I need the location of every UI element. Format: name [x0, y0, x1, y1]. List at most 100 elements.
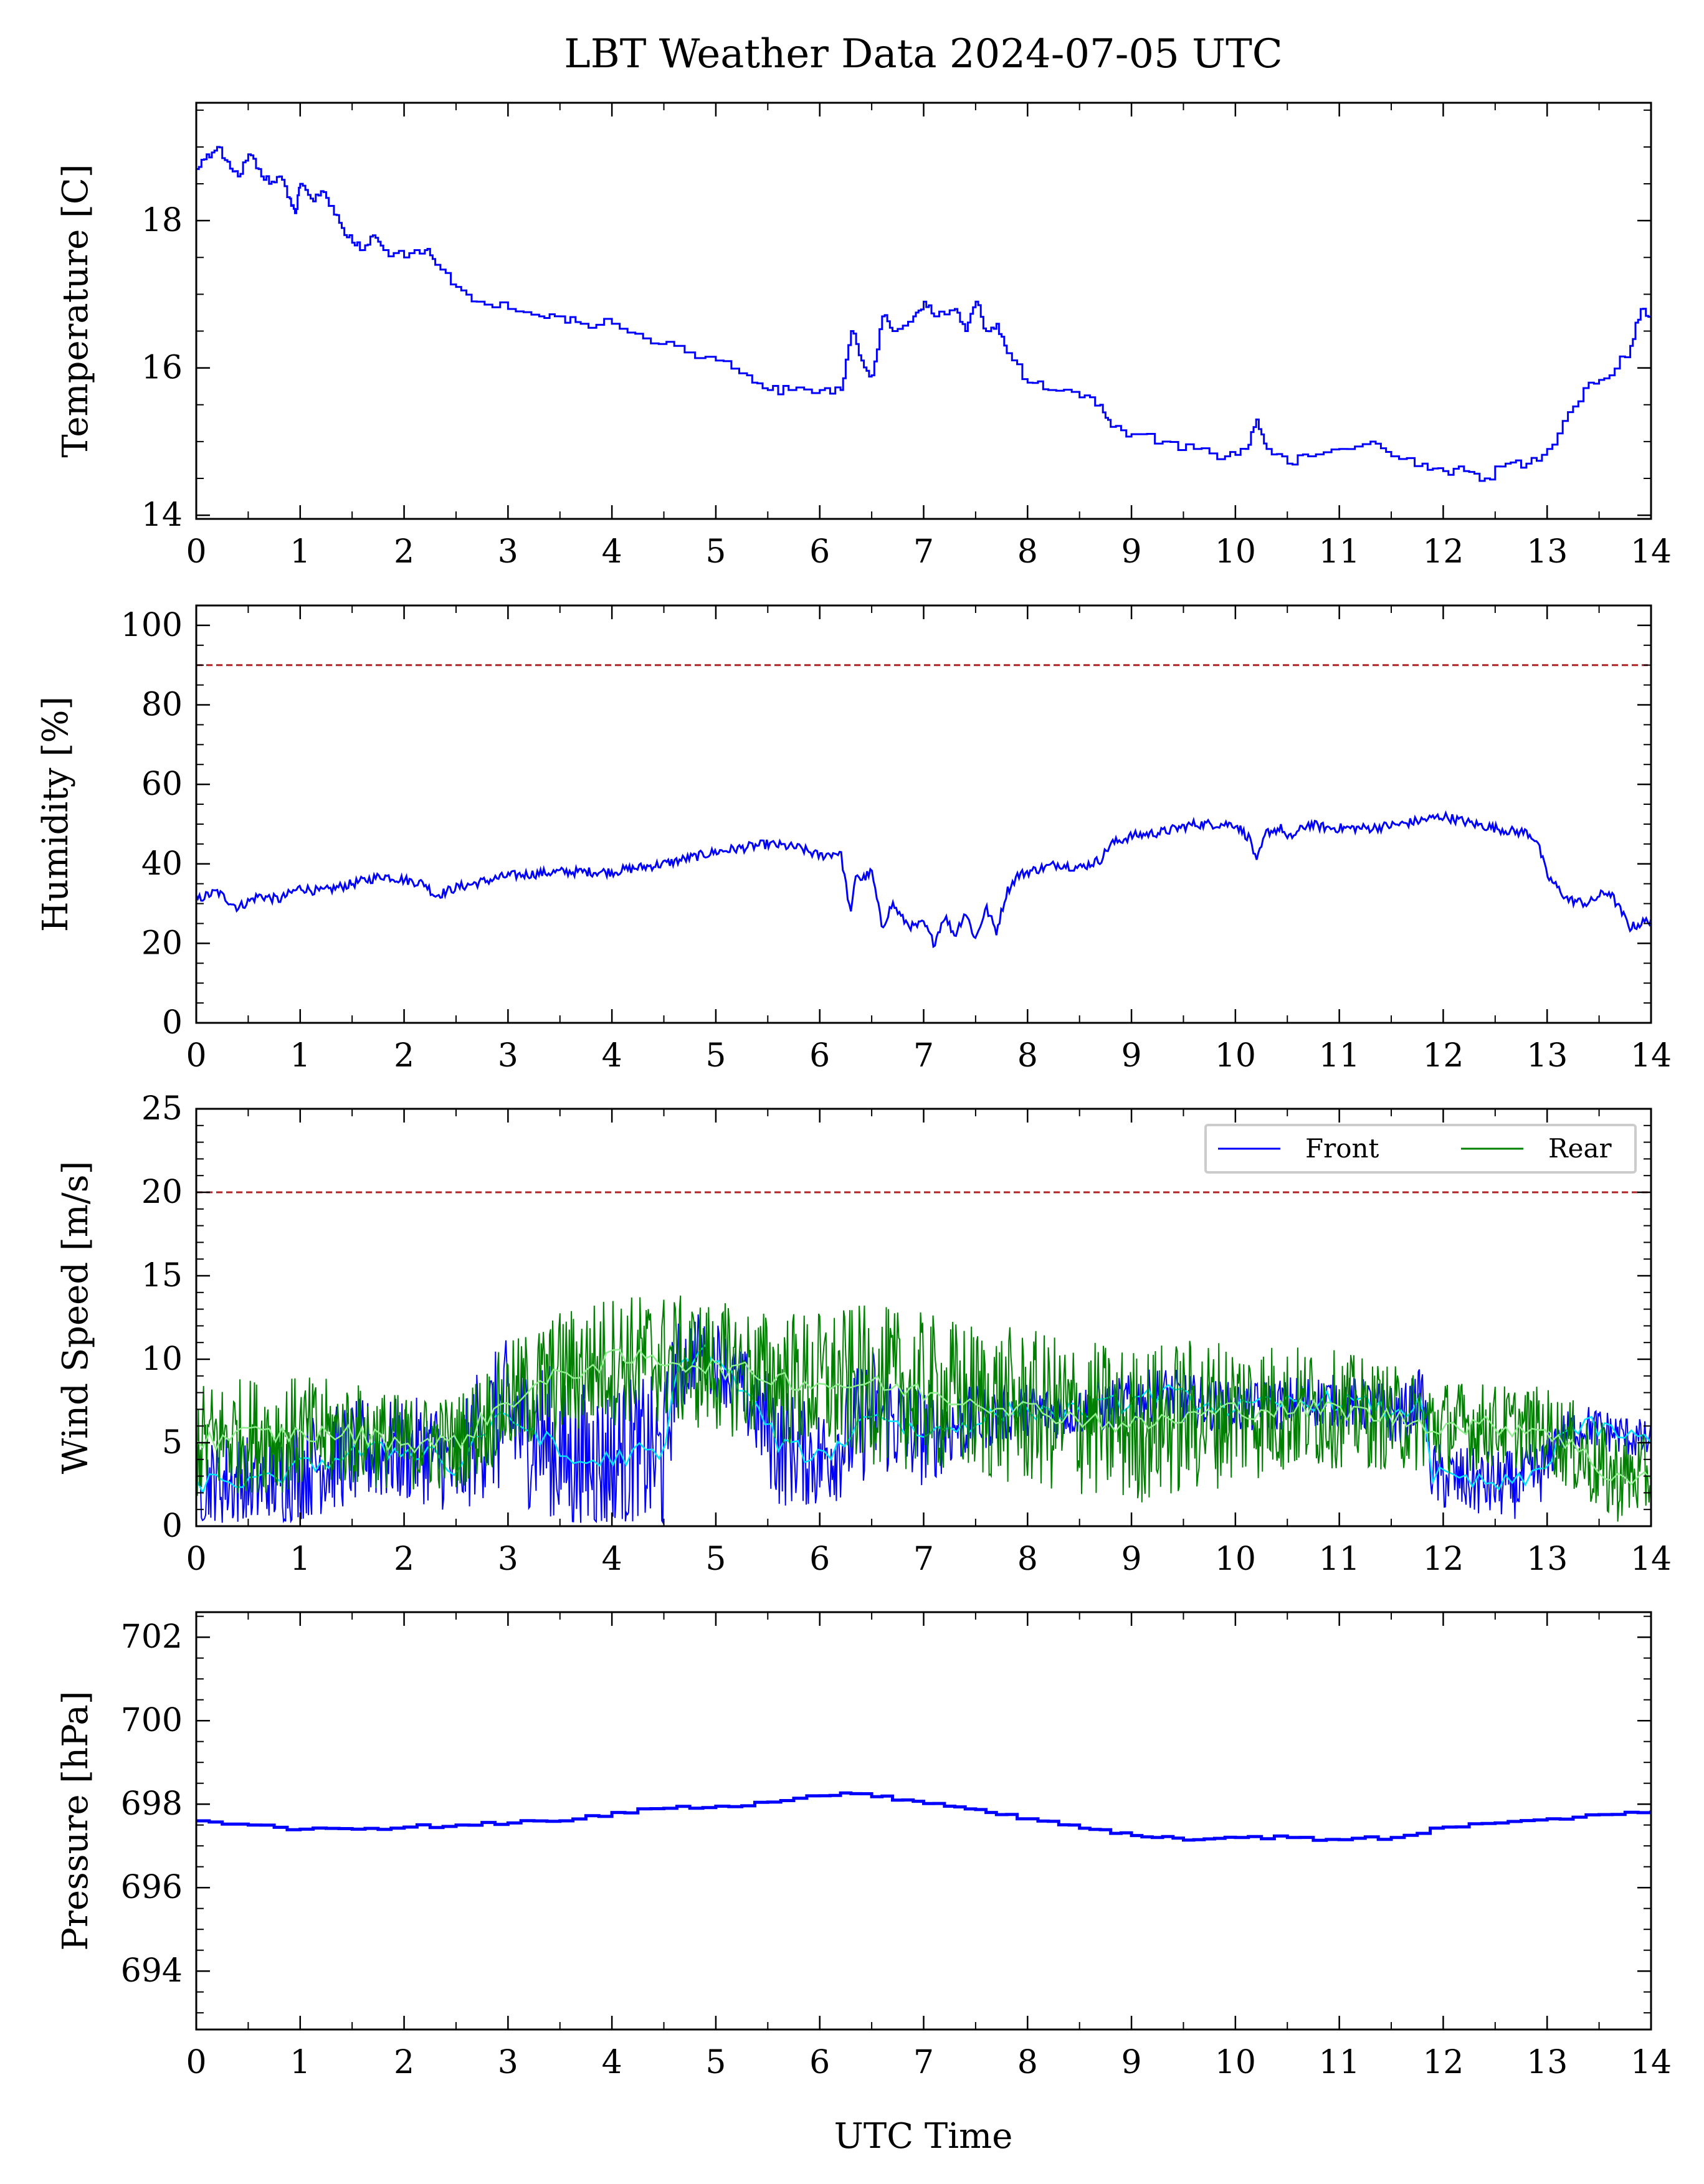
- x-tick-label: 6: [809, 533, 830, 571]
- series-group: [196, 1791, 1651, 1842]
- x-tick-label: 7: [913, 2044, 934, 2081]
- plot-frame: [195, 1611, 1652, 2031]
- x-tick-label: 1: [290, 533, 310, 571]
- y-axis-label: Temperature [C]: [55, 164, 96, 457]
- x-tick-label: 11: [1319, 1037, 1360, 1075]
- x-tick-label: 10: [1215, 1037, 1256, 1075]
- x-tick-label: 14: [1630, 1037, 1672, 1075]
- x-tick-label: 1: [290, 1541, 310, 1578]
- y-tick-label: 80: [141, 686, 183, 724]
- y-tick-label: 60: [141, 766, 183, 803]
- x-tick-label: 5: [705, 1541, 726, 1578]
- y-tick-label: 15: [141, 1257, 183, 1294]
- x-tick-label: 12: [1422, 2044, 1464, 2081]
- series-rear-line: [196, 1295, 1651, 1522]
- y-tick-label: 694: [121, 1952, 183, 1990]
- x-tick-label: 13: [1526, 1541, 1568, 1578]
- series-rear-smooth: [196, 1349, 1651, 1486]
- x-axis-label: UTC Time: [834, 2116, 1013, 2157]
- x-tick-label: 3: [498, 2044, 518, 2081]
- x-tick-label: 7: [913, 1037, 934, 1075]
- series-group: [196, 146, 1651, 482]
- x-tick-label: 3: [498, 1541, 518, 1578]
- x-tick-label: 12: [1422, 533, 1464, 571]
- x-tick-label: 0: [186, 2044, 206, 2081]
- x-tick-label: 13: [1526, 533, 1568, 571]
- y-tick-label: 14: [141, 496, 183, 534]
- x-tick-label: 12: [1422, 1037, 1464, 1075]
- y-tick-label: 10: [141, 1341, 183, 1378]
- x-tick-label: 10: [1215, 2044, 1256, 2081]
- x-tick-label: 10: [1215, 533, 1256, 571]
- y-tick-label: 698: [121, 1785, 183, 1823]
- y-tick-label: 40: [141, 845, 183, 883]
- x-tick-label: 3: [498, 533, 518, 571]
- x-tick-label: 8: [1017, 533, 1038, 571]
- series-group: [196, 810, 1651, 949]
- x-tick-label: 11: [1319, 533, 1360, 571]
- x-tick-label: 6: [809, 2044, 830, 2081]
- series-front-line: [196, 1314, 1651, 1525]
- x-tick-label: 14: [1630, 533, 1672, 571]
- x-tick-label: 5: [705, 1037, 726, 1075]
- x-tick-label: 12: [1422, 1541, 1464, 1578]
- x-tick-label: 8: [1017, 2044, 1038, 2081]
- x-tick-label: 13: [1526, 1037, 1568, 1075]
- plot-frame: [195, 102, 1652, 520]
- x-tick-label: 2: [394, 1037, 414, 1075]
- x-tick-label: 4: [602, 533, 622, 571]
- x-tick-label: 11: [1319, 1541, 1360, 1578]
- y-tick-label: 18: [141, 202, 183, 239]
- x-tick-label: 11: [1319, 2044, 1360, 2081]
- y-tick-label: 20: [141, 1174, 183, 1211]
- legend-label: Rear: [1548, 1133, 1612, 1164]
- x-tick-label: 14: [1630, 2044, 1672, 2081]
- y-tick-label: 0: [162, 1507, 183, 1545]
- x-tick-label: 4: [602, 1037, 622, 1075]
- y-tick-label: 700: [121, 1702, 183, 1739]
- series-line: [196, 146, 1651, 482]
- x-tick-label: 9: [1121, 1541, 1142, 1578]
- series-group: [196, 1295, 1651, 1525]
- x-tick-label: 3: [498, 1037, 518, 1075]
- x-tick-label: 4: [602, 1541, 622, 1578]
- legend-label: Front: [1305, 1133, 1379, 1164]
- y-tick-label: 20: [141, 924, 183, 962]
- x-tick-label: 13: [1526, 2044, 1568, 2081]
- x-tick-label: 2: [394, 1541, 414, 1578]
- x-tick-label: 2: [394, 2044, 414, 2081]
- y-axis-label: Wind Speed [m/s]: [55, 1161, 96, 1474]
- y-tick-label: 696: [121, 1869, 183, 1906]
- panel-pressure: 0 1 2 3 4 5 6 7 8 9 10 11 12 13 14694696698700702Press…: [55, 1611, 1672, 2081]
- x-tick-label: 5: [705, 533, 726, 571]
- x-tick-label: 9: [1121, 1037, 1142, 1075]
- x-tick-label: 4: [602, 2044, 622, 2081]
- series-line: [196, 1791, 1651, 1842]
- y-axis-label: Pressure [hPa]: [55, 1691, 96, 1950]
- y-tick-label: 702: [121, 1618, 183, 1656]
- y-tick-label: 100: [121, 607, 183, 644]
- y-tick-label: 5: [162, 1424, 183, 1461]
- y-axis-label: Humidity [%]: [36, 696, 76, 933]
- x-tick-label: 14: [1630, 1541, 1672, 1578]
- x-tick-label: 6: [809, 1037, 830, 1075]
- x-tick-label: 5: [705, 2044, 726, 2081]
- legend-box: [1204, 1124, 1637, 1174]
- series-front-smooth: [196, 1343, 1651, 1495]
- x-tick-label: 10: [1215, 1541, 1256, 1578]
- x-tick-label: 0: [186, 1541, 206, 1578]
- x-tick-label: 9: [1121, 533, 1142, 571]
- x-tick-label: 8: [1017, 1037, 1038, 1075]
- x-tick-label: 7: [913, 533, 934, 571]
- series-line: [196, 810, 1651, 949]
- figure-title: LBT Weather Data 2024-07-05 UTC: [564, 31, 1283, 77]
- x-tick-label: 2: [394, 533, 414, 571]
- y-tick-label: 25: [141, 1090, 183, 1128]
- x-tick-label: 8: [1017, 1541, 1038, 1578]
- x-tick-label: 6: [809, 1541, 830, 1578]
- x-tick-label: 0: [186, 533, 206, 571]
- x-tick-label: 1: [290, 1037, 310, 1075]
